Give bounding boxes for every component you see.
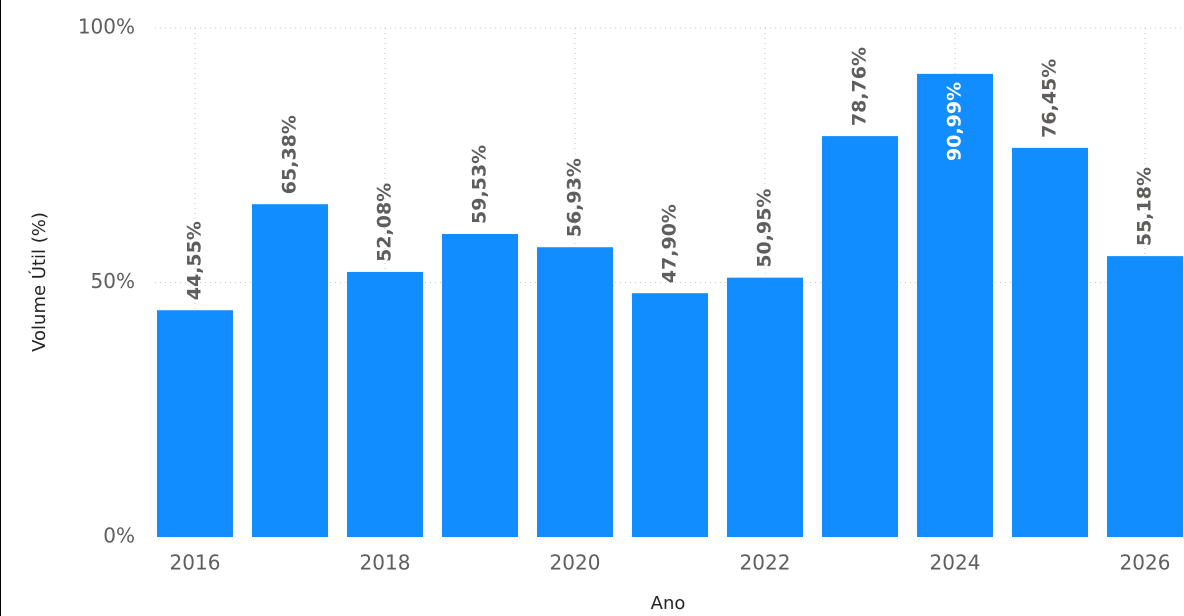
y-axis-title: Volume Útil (%) <box>28 212 50 352</box>
bar <box>822 136 898 537</box>
value-label: 78,76% <box>849 47 871 126</box>
x-axis-title: Ano <box>651 593 686 614</box>
bar <box>917 73 993 537</box>
value-label: 65,38% <box>279 115 301 194</box>
value-label: 52,08% <box>374 183 396 262</box>
value-label: 55,18% <box>1134 167 1156 246</box>
bar <box>537 247 613 537</box>
bar <box>727 277 803 537</box>
value-label: 76,45% <box>1039 59 1061 138</box>
y-tick-label: 50% <box>91 269 135 293</box>
bar <box>442 233 518 537</box>
value-label: 44,55% <box>184 221 206 300</box>
value-label: 47,90% <box>659 204 681 283</box>
value-label: 50,95% <box>754 189 776 268</box>
y-tick-label: 100% <box>78 15 135 39</box>
value-label: 56,93% <box>564 158 586 237</box>
bar <box>632 293 708 537</box>
bar <box>252 204 328 537</box>
bar <box>347 271 423 537</box>
bar <box>1107 256 1183 537</box>
y-tick-label: 0% <box>103 524 135 548</box>
x-tick-label: 2018 <box>360 551 411 575</box>
bar <box>157 310 233 537</box>
value-label: 90,99% <box>944 82 966 161</box>
value-label: 59,53% <box>469 145 491 224</box>
x-tick-label: 2022 <box>740 551 791 575</box>
x-tick-label: 2016 <box>170 551 221 575</box>
x-tick-label: 2026 <box>1120 551 1171 575</box>
x-tick-label: 2020 <box>550 551 601 575</box>
x-tick-label: 2024 <box>930 551 981 575</box>
bar <box>1012 147 1088 537</box>
